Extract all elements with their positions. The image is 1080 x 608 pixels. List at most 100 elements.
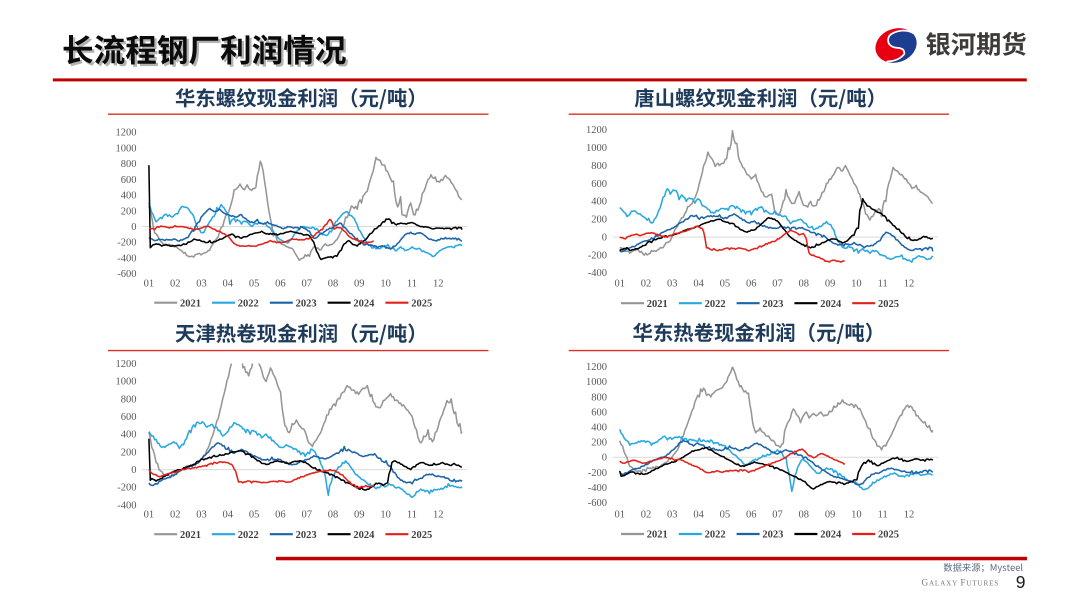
svg-text:200: 200 (591, 438, 607, 449)
svg-text:02: 02 (170, 278, 181, 289)
svg-text:400: 400 (591, 197, 607, 208)
svg-text:1200: 1200 (116, 359, 137, 370)
svg-text:11: 11 (878, 278, 888, 289)
svg-text:2025: 2025 (411, 530, 432, 541)
svg-text:2023: 2023 (296, 298, 317, 309)
svg-text:2021: 2021 (180, 530, 201, 541)
svg-text:2024: 2024 (353, 298, 375, 309)
svg-text:-200: -200 (588, 468, 607, 479)
svg-text:0: 0 (602, 233, 607, 244)
svg-text:2024: 2024 (353, 530, 375, 541)
svg-text:800: 800 (121, 394, 137, 405)
svg-text:-200: -200 (588, 250, 607, 261)
svg-text:06: 06 (746, 510, 757, 521)
svg-text:-400: -400 (588, 268, 607, 279)
svg-text:2022: 2022 (238, 298, 259, 309)
svg-text:09: 09 (825, 510, 836, 521)
svg-text:02: 02 (170, 510, 181, 521)
svg-text:10: 10 (380, 278, 391, 289)
svg-text:2023: 2023 (762, 299, 783, 310)
svg-text:01: 01 (614, 278, 625, 289)
svg-text:0: 0 (602, 453, 607, 464)
svg-text:-400: -400 (117, 500, 136, 511)
svg-text:400: 400 (121, 430, 137, 441)
svg-text:400: 400 (591, 423, 607, 434)
svg-text:03: 03 (196, 510, 207, 521)
svg-text:07: 07 (301, 510, 312, 521)
svg-text:11: 11 (407, 510, 417, 521)
svg-text:1200: 1200 (586, 362, 607, 373)
svg-text:05: 05 (249, 510, 260, 521)
svg-text:08: 08 (328, 510, 339, 521)
svg-text:11: 11 (878, 510, 888, 521)
svg-text:05: 05 (720, 510, 731, 521)
svg-text:12: 12 (904, 278, 915, 289)
svg-text:07: 07 (772, 510, 783, 521)
svg-text:10: 10 (851, 278, 862, 289)
svg-text:2022: 2022 (238, 530, 259, 541)
svg-text:07: 07 (301, 278, 312, 289)
svg-text:08: 08 (328, 278, 339, 289)
svg-text:9: 9 (1016, 572, 1026, 592)
svg-text:2022: 2022 (705, 530, 726, 541)
svg-text:200: 200 (591, 215, 607, 226)
svg-text:2025: 2025 (878, 530, 899, 541)
svg-text:01: 01 (614, 510, 625, 521)
svg-text:03: 03 (667, 510, 678, 521)
svg-text:2024: 2024 (820, 530, 842, 541)
svg-text:0: 0 (131, 222, 136, 233)
svg-text:08: 08 (799, 510, 810, 521)
svg-text:-600: -600 (117, 269, 136, 280)
svg-text:1200: 1200 (586, 125, 607, 136)
svg-text:800: 800 (591, 161, 607, 172)
svg-text:03: 03 (667, 278, 678, 289)
svg-text:10: 10 (380, 510, 391, 521)
svg-text:08: 08 (799, 278, 810, 289)
svg-text:01: 01 (144, 510, 155, 521)
svg-text:04: 04 (693, 278, 704, 289)
svg-text:-400: -400 (588, 483, 607, 494)
svg-text:-200: -200 (117, 483, 136, 494)
svg-text:2023: 2023 (762, 530, 783, 541)
svg-text:11: 11 (407, 278, 417, 289)
svg-text:2021: 2021 (647, 530, 668, 541)
svg-text:800: 800 (121, 159, 137, 170)
svg-text:01: 01 (144, 278, 155, 289)
svg-text:400: 400 (121, 191, 137, 202)
svg-text:09: 09 (354, 278, 365, 289)
svg-text:02: 02 (641, 510, 652, 521)
svg-text:05: 05 (720, 278, 731, 289)
svg-text:200: 200 (121, 447, 137, 458)
svg-text:2021: 2021 (647, 299, 668, 310)
svg-text:12: 12 (904, 510, 915, 521)
svg-text:600: 600 (121, 412, 137, 423)
svg-text:2025: 2025 (411, 298, 432, 309)
svg-text:1000: 1000 (586, 377, 607, 388)
svg-text:04: 04 (693, 510, 704, 521)
svg-text:GALAXY FUTURES: GALAXY FUTURES (922, 577, 1000, 587)
svg-text:1000: 1000 (586, 143, 607, 154)
svg-text:06: 06 (275, 278, 286, 289)
svg-text:200: 200 (121, 206, 137, 217)
svg-text:06: 06 (746, 278, 757, 289)
svg-text:1200: 1200 (116, 128, 137, 139)
svg-text:1000: 1000 (116, 377, 137, 388)
svg-text:2021: 2021 (180, 298, 201, 309)
svg-text:12: 12 (433, 510, 444, 521)
svg-text:05: 05 (249, 278, 260, 289)
svg-text:600: 600 (121, 175, 137, 186)
svg-text:2022: 2022 (705, 299, 726, 310)
svg-text:04: 04 (223, 278, 234, 289)
svg-text:03: 03 (196, 278, 207, 289)
svg-text:-400: -400 (117, 253, 136, 264)
svg-text:600: 600 (591, 179, 607, 190)
svg-text:09: 09 (825, 278, 836, 289)
svg-text:-200: -200 (117, 238, 136, 249)
svg-text:02: 02 (641, 278, 652, 289)
svg-text:12: 12 (433, 278, 444, 289)
svg-text:10: 10 (851, 510, 862, 521)
svg-text:09: 09 (354, 510, 365, 521)
svg-text:800: 800 (591, 392, 607, 403)
svg-text:06: 06 (275, 510, 286, 521)
svg-text:2023: 2023 (296, 530, 317, 541)
